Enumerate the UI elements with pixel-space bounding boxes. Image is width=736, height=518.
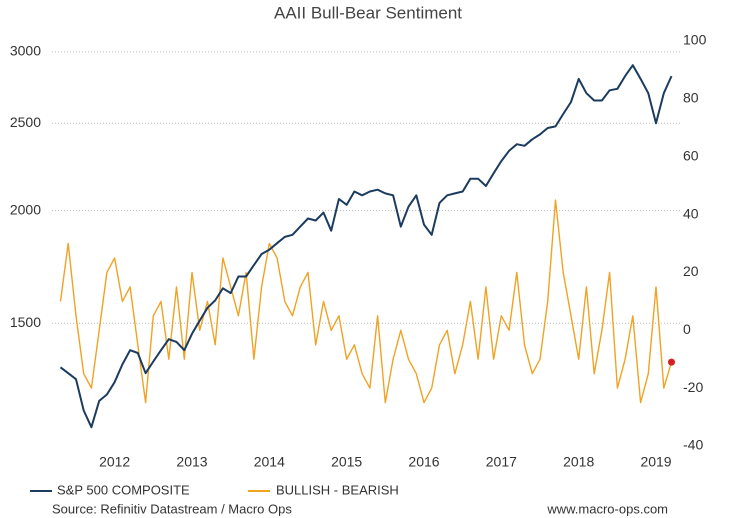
- website: www.macro-ops.com: [546, 501, 668, 516]
- legend-label: BULLISH - BEARISH: [276, 482, 399, 497]
- series-line: [59, 199, 673, 404]
- y-tick-label: 2500: [10, 114, 41, 130]
- y-tick-label: 2000: [10, 201, 41, 217]
- y2-tick-label: 20: [683, 263, 699, 279]
- x-tick-label: 2015: [331, 454, 362, 470]
- y2-tick-label: -20: [683, 379, 703, 395]
- x-tick-label: 2019: [640, 454, 671, 470]
- y2-tick-label: 60: [683, 147, 699, 163]
- y2-tick-label: 100: [683, 32, 707, 48]
- x-tick-label: 2012: [99, 454, 130, 470]
- x-tick-label: 2016: [408, 454, 439, 470]
- x-tick-label: 2017: [486, 454, 517, 470]
- y2-tick-label: -40: [683, 437, 703, 453]
- y2-tick-label: 0: [683, 321, 691, 337]
- x-tick-label: 2013: [176, 454, 207, 470]
- x-tick-label: 2014: [254, 454, 285, 470]
- y2-tick-label: 40: [683, 205, 699, 221]
- legend-label: S&P 500 COMPOSITE: [57, 482, 190, 497]
- y-tick-label: 3000: [10, 43, 41, 59]
- source-note: Source: Refinitiv Datastream / Macro Ops: [52, 501, 292, 516]
- series-line: [59, 64, 673, 429]
- y2-tick-label: 80: [683, 90, 699, 106]
- y-tick-label: 1500: [10, 314, 41, 330]
- last-point: [667, 358, 675, 366]
- x-tick-label: 2018: [563, 454, 594, 470]
- chart-title: AAII Bull-Bear Sentiment: [274, 3, 462, 22]
